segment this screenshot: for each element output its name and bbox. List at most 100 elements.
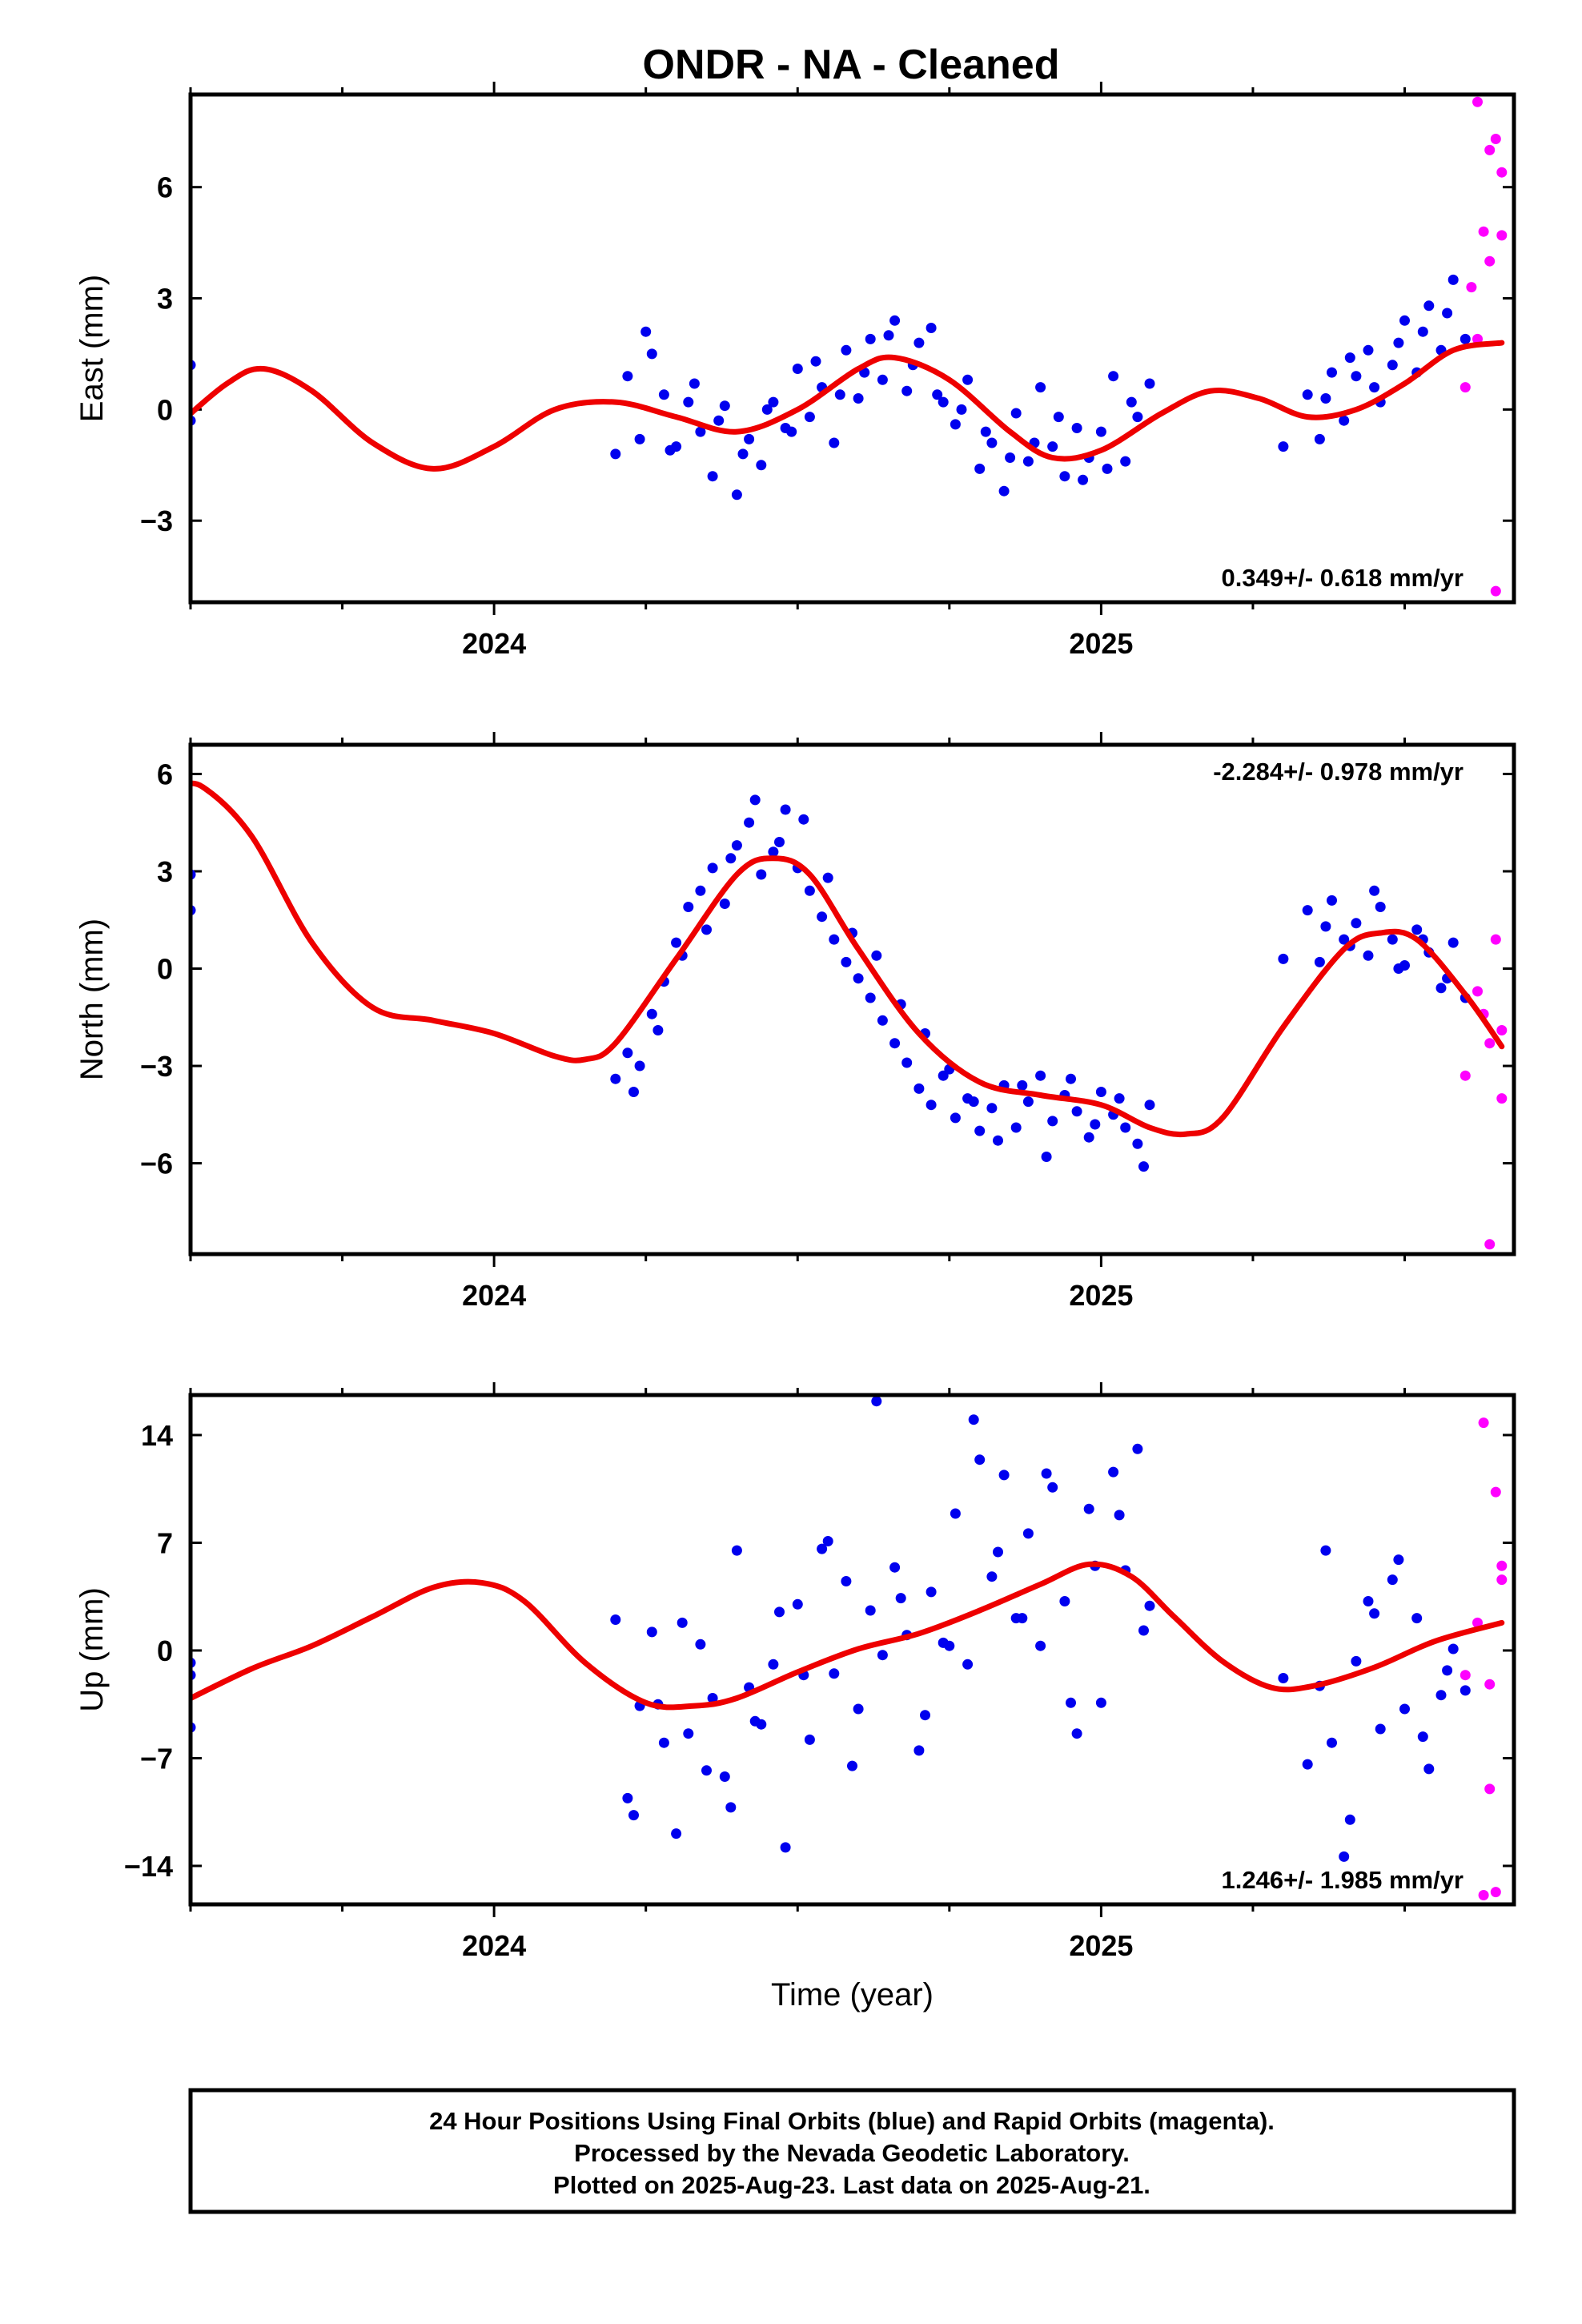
up-final-point (968, 1414, 979, 1425)
up-final-point (926, 1586, 937, 1598)
north-final-point (1138, 1161, 1149, 1172)
east-final-point (1339, 415, 1350, 426)
east-final-point (1387, 360, 1398, 371)
north-final-point (1411, 924, 1423, 935)
north-xtick-label: 2025 (1069, 1279, 1133, 1312)
north-panel: −6 −3 0 3 6 2024 2025 North (mm) -2.284+/- 0.978… (74, 732, 1516, 1312)
up-rapid-point (1478, 1890, 1489, 1900)
up-final-point (871, 1396, 882, 1407)
east-rapid-point (1478, 226, 1489, 237)
footer-border (188, 2088, 1516, 2214)
east-rapid-point (1472, 96, 1483, 107)
up-final-point (1447, 1643, 1459, 1655)
north-final-point (1071, 1106, 1082, 1117)
east-final-point (622, 371, 633, 382)
up-final-point (829, 1668, 840, 1679)
north-final-point (768, 846, 779, 858)
east-final-point (665, 444, 676, 456)
up-final-point (1035, 1640, 1046, 1651)
east-final-point (695, 426, 706, 437)
up-rapid-point (1460, 1670, 1471, 1681)
up-final-point (1442, 1665, 1453, 1676)
up-final-point (1363, 1596, 1374, 1606)
east-final-point (640, 326, 652, 337)
north-final-point (1010, 1122, 1022, 1133)
up-final-point (950, 1508, 961, 1519)
north-rapid-point (1472, 986, 1483, 997)
north-final-point (652, 1025, 664, 1035)
up-final-point (1387, 1574, 1398, 1586)
north-data (191, 780, 1508, 1250)
north-final-point (1066, 1073, 1076, 1084)
east-final-point (1126, 396, 1137, 408)
up-final-point (889, 1562, 901, 1573)
east-data (191, 96, 1508, 597)
up-final-point (1144, 1600, 1155, 1611)
east-ytick-label: 0 (157, 393, 173, 426)
east-final-point (1053, 412, 1064, 423)
north-final-point (889, 1038, 901, 1049)
north-final-point (926, 1100, 937, 1111)
footer-box: 24 Hour Positions Using Final Orbits (bl… (188, 2088, 1516, 2214)
east-final-point (1447, 274, 1459, 285)
up-final-point (683, 1728, 694, 1739)
up-ytick-label: 7 (157, 1526, 173, 1559)
north-final-point (1327, 895, 1337, 906)
up-final-point (998, 1470, 1010, 1481)
east-final-point (1442, 308, 1453, 319)
east-final-point (658, 389, 669, 400)
north-final-point (628, 1087, 639, 1097)
north-final-point (622, 1047, 633, 1059)
up-panel: −14 −7 0 7 14 2024 2025 Up (mm) Time (year) 1.246… (74, 1382, 1516, 2012)
east-final-point (737, 448, 749, 460)
up-ytick-label: −14 (124, 1850, 173, 1883)
up-rapid-point (1484, 1679, 1496, 1690)
east-rapid-point (1490, 134, 1501, 144)
up-rate-label: 1.246+/- 1.985 mm/yr (1222, 1866, 1464, 1894)
north-final-point (798, 814, 809, 825)
east-final-point (834, 389, 845, 400)
east-final-point (950, 419, 961, 430)
north-final-point (701, 924, 712, 935)
east-final-point (761, 404, 773, 415)
up-final-point (944, 1640, 955, 1651)
up-final-point (1460, 1685, 1471, 1696)
up-xlabel: Time (year) (771, 1977, 934, 2012)
east-final-point (1095, 426, 1106, 437)
north-final-point (871, 950, 882, 961)
up-final-point (841, 1576, 852, 1586)
east-final-point (1108, 371, 1119, 382)
east-final-point (1010, 408, 1022, 419)
north-rapid-point (1484, 1239, 1496, 1250)
up-final-point (1435, 1690, 1447, 1701)
up-final-point (1041, 1468, 1052, 1479)
north-final-point (1047, 1116, 1058, 1127)
east-final-point (1393, 337, 1404, 348)
east-rapid-point (1496, 167, 1508, 178)
up-final-point (768, 1659, 779, 1670)
north-final-point (1302, 905, 1313, 916)
east-model-curve (191, 340, 1505, 472)
north-final-point (1339, 934, 1350, 945)
east-final-point (853, 393, 864, 404)
east-rapid-point (1496, 230, 1508, 241)
up-final-point (1302, 1759, 1313, 1770)
up-final-point (986, 1571, 998, 1582)
east-final-point (610, 448, 621, 460)
east-final-point (1363, 344, 1374, 356)
east-final-point (1327, 367, 1337, 378)
east-ytick-label: 6 (157, 171, 173, 204)
up-rapid-point (1496, 1560, 1508, 1571)
east-final-point (1278, 441, 1289, 452)
north-final-point (749, 794, 761, 806)
up-final-point (792, 1598, 803, 1610)
up-final-point (628, 1810, 639, 1821)
east-final-point (1047, 441, 1058, 452)
east-final-point (634, 433, 645, 444)
east-final-point (889, 315, 901, 326)
up-frame (188, 1393, 1516, 1907)
up-final-point (1393, 1554, 1404, 1566)
east-final-point (1460, 333, 1471, 344)
east-xtick-label: 2024 (462, 627, 526, 660)
east-final-point (883, 330, 894, 341)
